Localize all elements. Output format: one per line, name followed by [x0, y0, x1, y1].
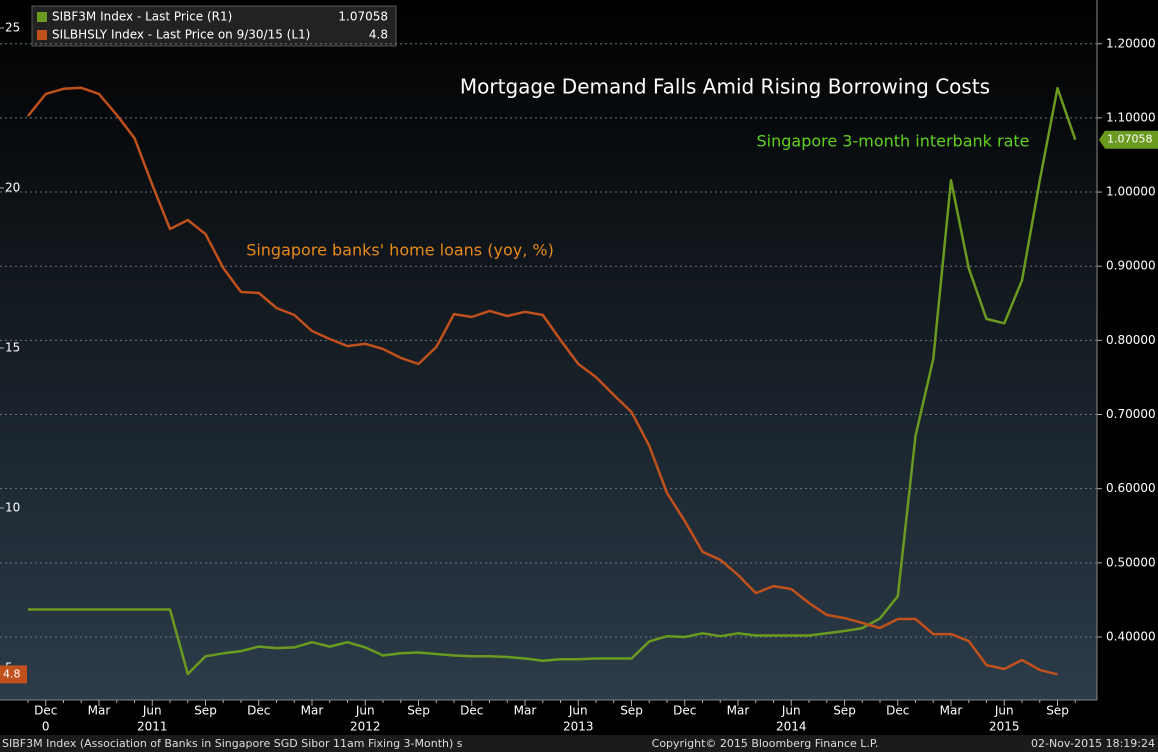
- y-tick-label: 20: [5, 181, 20, 195]
- y2-tick-label: 1.10000: [1106, 110, 1156, 124]
- y2-tick-label: 0.90000: [1106, 259, 1156, 273]
- x-tick-label: Dec: [886, 704, 909, 718]
- y2-tick-label: 0.50000: [1106, 555, 1156, 569]
- x-tick-label: Sep: [194, 704, 217, 718]
- x-tick-label: Jun: [781, 704, 801, 718]
- legend-swatch: [37, 12, 47, 22]
- legend-label: SIBF3M Index - Last Price (R1): [52, 10, 232, 24]
- footer-source: SIBF3M Index (Association of Banks in Si…: [2, 737, 463, 750]
- plot-background: [0, 0, 1097, 700]
- annotation: Singapore banks' home loans (yoy, %): [246, 241, 554, 260]
- legend-swatch: [37, 30, 47, 40]
- series-line: [28, 86, 1077, 676]
- y-tick-label: 15: [5, 341, 20, 355]
- x-tick-label: Mar: [301, 704, 324, 718]
- y-tick-label: 25: [5, 21, 20, 35]
- x-tick-label: Jun: [994, 704, 1014, 718]
- y2-tick-label: 0.70000: [1106, 407, 1156, 421]
- x-year-label: 2014: [776, 720, 807, 734]
- y2-tick-label: 1.00000: [1106, 185, 1156, 199]
- x-year-label: 0: [42, 720, 50, 734]
- x-tick-label: Dec: [34, 704, 57, 718]
- x-year-label: 2013: [563, 720, 594, 734]
- x-tick-label: Jun: [355, 704, 375, 718]
- x-tick-label: Dec: [460, 704, 483, 718]
- x-year-label: 2015: [989, 720, 1020, 734]
- x-tick-label: Mar: [88, 704, 111, 718]
- footer-copyright: Copyright© 2015 Bloomberg Finance L.P.: [652, 737, 879, 750]
- right-axis-panel: [1097, 0, 1158, 735]
- x-tick-label: Dec: [673, 704, 696, 718]
- last-value-tag: [1099, 130, 1158, 149]
- y2-tick-label: 0.80000: [1106, 333, 1156, 347]
- y2-tick-label: 0.60000: [1106, 481, 1156, 495]
- last-value-label: 4.8: [3, 667, 21, 680]
- annotation: Singapore 3-month interbank rate: [756, 132, 1029, 151]
- x-year-label: 2011: [137, 720, 168, 734]
- x-tick-label: Mar: [940, 704, 963, 718]
- chart-title: Mortgage Demand Falls Amid Rising Borrow…: [460, 75, 990, 99]
- last-value-tag: [0, 665, 27, 684]
- x-tick-label: Mar: [727, 704, 750, 718]
- last-value-label: 1.07058: [1107, 133, 1153, 146]
- legend-value: 4.8: [369, 28, 388, 42]
- y2-tick-label: 1.20000: [1106, 36, 1156, 50]
- y-tick-label: 10: [5, 501, 20, 515]
- x-tick-label: Sep: [1046, 704, 1069, 718]
- x-tick-label: Sep: [833, 704, 856, 718]
- series-line: [27, 86, 1058, 676]
- legend-value: 1.07058: [338, 10, 388, 24]
- x-year-label: 2012: [350, 720, 381, 734]
- x-axis-panel: [0, 700, 1097, 735]
- x-tick-label: Jun: [142, 704, 162, 718]
- legend-label: SILBHSLY Index - Last Price on 9/30/15 (…: [52, 28, 310, 42]
- footer-bar: [0, 735, 1158, 752]
- x-tick-label: Mar: [514, 704, 537, 718]
- x-tick-label: Sep: [407, 704, 430, 718]
- footer-timestamp: 02-Nov-2015 18:19:24: [1031, 737, 1155, 750]
- y2-tick-label: 0.40000: [1106, 629, 1156, 643]
- legend-box: [31, 5, 397, 47]
- x-tick-label: Sep: [620, 704, 643, 718]
- x-tick-label: Dec: [247, 704, 270, 718]
- x-tick-label: Jun: [568, 704, 588, 718]
